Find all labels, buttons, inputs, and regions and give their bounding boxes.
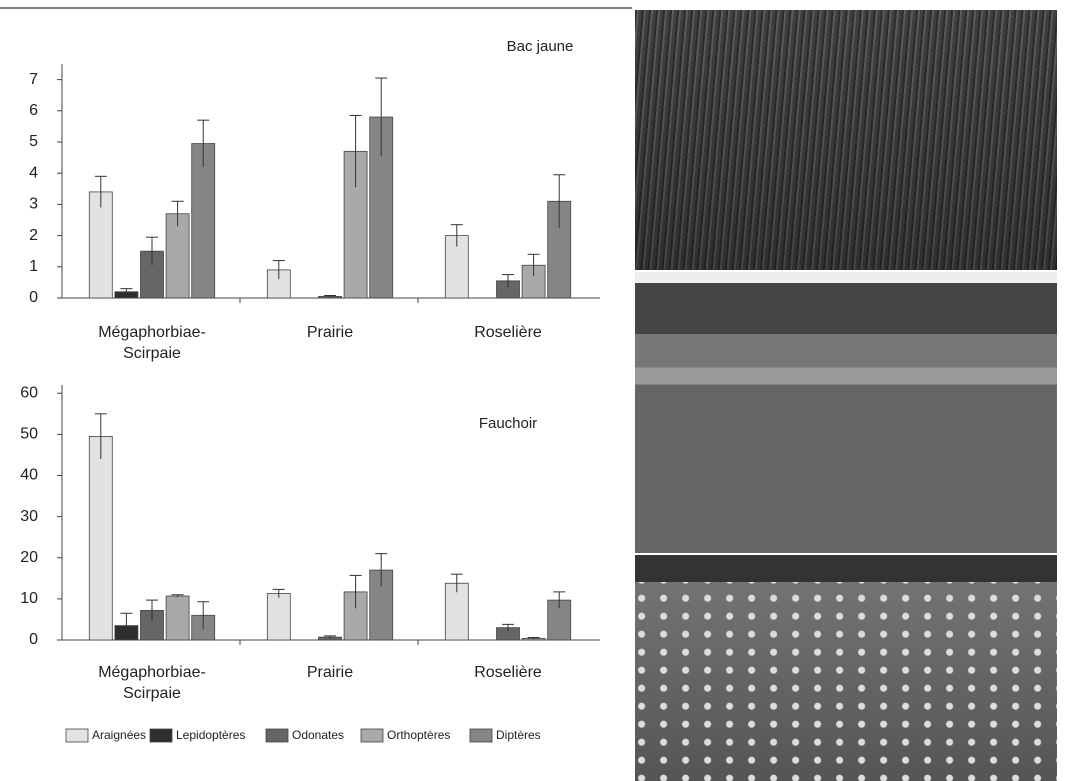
x-tick-label: Prairie	[245, 662, 415, 683]
legend-label: Lepidoptères	[176, 728, 245, 742]
y-tick-label: 10	[20, 590, 38, 607]
x-tick-label: Prairie	[245, 322, 415, 343]
y-tick-label: 40	[20, 467, 38, 484]
x-tick-label: Mégaphorbiae- Scirpaie	[67, 322, 237, 364]
bar: Orthoptères	[166, 596, 189, 640]
y-tick-label: 0	[29, 289, 38, 306]
legend-swatch	[470, 729, 492, 742]
y-tick-label: 3	[29, 196, 38, 213]
bar: Araignées	[267, 594, 290, 640]
page: Bac jaune 0 1 2 3 4 5 6 7 Araignées Lepidoptères Od…	[0, 0, 1066, 781]
legend-label: Odonates	[292, 728, 344, 742]
bar: Orthoptères	[166, 214, 189, 298]
legend-label: Orthoptères	[387, 728, 450, 742]
y-tick-label: 60	[20, 384, 38, 401]
chart-title: Bac jaune	[507, 38, 574, 55]
x-tick-label: Roselière	[423, 662, 593, 683]
legend-swatch	[266, 729, 288, 742]
legend-swatch	[361, 729, 383, 742]
y-tick-label: 2	[29, 227, 38, 244]
y-tick-label: 1	[29, 258, 38, 275]
bar: Araignées	[89, 192, 112, 298]
photo-reed-field	[635, 10, 1057, 270]
chart-title: Fauchoir	[479, 415, 537, 432]
y-tick-label: 4	[29, 164, 38, 181]
x-tick-label: Mégaphorbiae- Scirpaie	[67, 662, 237, 704]
y-tick-label: 7	[29, 71, 38, 88]
legend-swatch	[66, 729, 88, 742]
photo-reed-flowers	[635, 555, 1057, 781]
legend-swatch	[150, 729, 172, 742]
y-tick-label: 6	[29, 102, 38, 119]
y-tick-label: 30	[20, 508, 38, 525]
legend-label: Araignées	[92, 728, 146, 742]
y-tick-label: 50	[20, 426, 38, 443]
y-tick-label: 0	[29, 631, 38, 648]
bar: Araignées	[89, 436, 112, 640]
y-tick-label: 20	[20, 549, 38, 566]
photo-meadow	[635, 272, 1057, 553]
legend-label: Diptères	[496, 728, 541, 742]
x-tick-label: Roselière	[423, 322, 593, 343]
y-tick-label: 5	[29, 133, 38, 150]
